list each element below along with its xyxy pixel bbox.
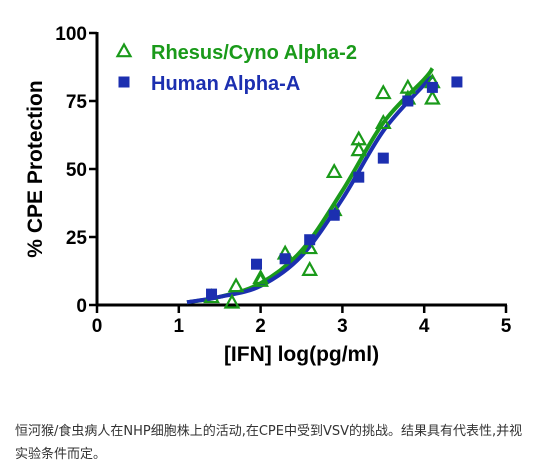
data-point-series-1 [424,89,441,105]
legend-marker-series-2 [118,76,130,88]
legend-label-series-2: Human Alpha-A [151,73,300,95]
data-point-series-1 [223,293,241,309]
data-point-series-2 [353,171,365,183]
figure-panel: 0 1 2 3 4 5 0 25 50 75 100 [IFN] log(pg/ml)% CPE Pr… [15,0,530,405]
data-point-series-2 [304,234,316,246]
x-tick-label: 4 [419,316,430,337]
data-point-series-1 [374,113,392,130]
x-tick-label: 3 [337,316,348,337]
data-point-series-1 [301,260,319,276]
figure-caption: 恒河猴/食虫病人在NHP细胞株上的活动,在CPE中受到VSV的挑战。结果具有代表… [15,424,523,462]
fit-curve-series-1 [186,67,435,305]
legend-label-series-1: Rhesus/Cyno Alpha-2 [151,42,357,64]
data-point-series-1 [374,84,392,100]
x-axis-title: [IFN] log(pg/ml) [224,343,379,366]
legend-marker-series-1 [115,42,133,58]
data-point-series-1 [325,162,343,179]
data-point-series-2 [426,81,438,93]
data-point-series-2 [377,152,389,164]
data-point-series-2 [206,288,218,300]
y-tick-label: 25 [66,228,88,249]
y-tick-label: 0 [76,296,87,317]
y-tick-label: 50 [66,160,87,181]
data-point-series-1 [252,269,269,285]
x-tick-label: 0 [92,316,103,337]
data-point-series-2 [328,209,340,221]
data-point-series-2 [279,253,291,265]
x-tick-label: 2 [255,316,266,337]
data-point-series-1 [227,277,245,293]
data-point-series-2 [451,76,463,88]
data-point-series-2 [251,258,263,270]
x-tick-label: 5 [501,316,512,337]
data-point-series-2 [402,95,414,107]
chart-area: 0 1 2 3 4 5 0 25 50 75 100 [IFN] log(pg/ml)% CPE Pr… [15,0,530,405]
data-point-series-1 [350,141,368,157]
x-tick-label: 1 [174,316,185,337]
y-tick-label: 100 [55,24,87,45]
y-tick-label: 75 [66,92,88,113]
fit-curve-series-2 [186,75,434,305]
data-point-series-1 [301,239,319,255]
y-axis-title: % CPE Protection [24,80,47,257]
data-point-series-1 [252,271,269,287]
